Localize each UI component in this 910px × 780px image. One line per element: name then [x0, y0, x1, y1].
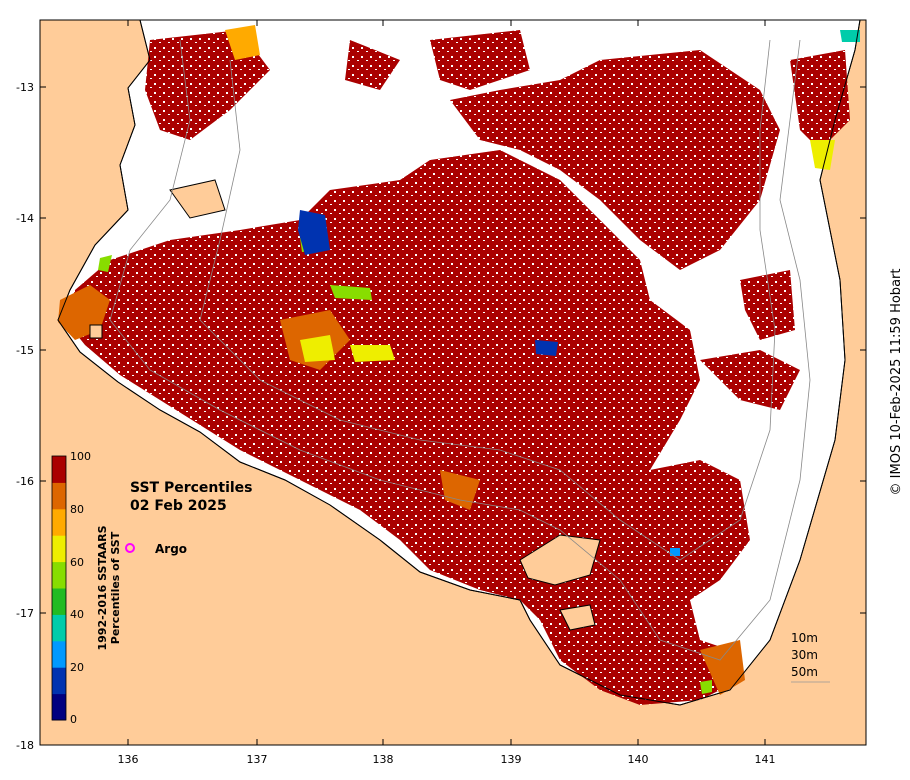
colorbar-swatch	[52, 482, 66, 510]
y-tick-m13: -13	[16, 81, 866, 94]
x-tick-136: 136	[118, 20, 139, 766]
colorbar-tick-80: 80	[70, 503, 84, 516]
x-tick-141: 141	[755, 20, 776, 766]
colorbar-tick-100: 100	[70, 450, 91, 463]
credit-label: © IMOS 10-Feb-2025 11:59 Hobart	[889, 269, 904, 496]
colorbar-swatch	[52, 667, 66, 695]
colorbar-tick-60: 60	[70, 556, 84, 569]
y-tick-m17: -17	[16, 607, 866, 620]
colorbar-swatch	[52, 535, 66, 563]
x-tick-label: 139	[501, 753, 522, 766]
y-tick-m15: -15	[16, 344, 866, 357]
x-tick-139: 139	[501, 20, 522, 766]
x-tick-140: 140	[628, 20, 649, 766]
y-tick-label: -14	[16, 212, 34, 225]
y-tick-m14: -14	[16, 212, 866, 225]
depth-legend: 10m 30m 50m	[791, 631, 830, 683]
colorbar-swatch	[52, 614, 66, 642]
y-tick-label: -18	[16, 739, 34, 752]
y-tick-m18: -18	[16, 739, 46, 752]
x-tick-label: 138	[373, 753, 394, 766]
x-tick-label: 137	[247, 753, 268, 766]
colorbar-tick-40: 40	[70, 608, 84, 621]
colorbar-swatches	[52, 456, 66, 721]
colorbar: 100 80 60 40 20 0 1992-2016 SSTAARS Perc…	[51, 450, 122, 726]
y-axis: -13 -14 -15 -16 -17 -18	[16, 81, 866, 752]
colorbar-label-line2: Percentiles of SST	[109, 531, 122, 644]
land-overlays	[40, 20, 866, 745]
colorbar-swatch	[52, 588, 66, 615]
x-tick-137: 137	[247, 20, 268, 766]
y-tick-label: -16	[16, 475, 34, 488]
colorbar-swatch	[52, 508, 66, 536]
plot-frame	[39, 19, 867, 746]
x-axis: 136 137 138 139 140 141	[118, 20, 776, 766]
colorbar-tick-20: 20	[70, 661, 84, 674]
colorbar-label-line1: 1992-2016 SSTAARS	[96, 525, 109, 650]
colorbar-tick-0: 0	[70, 713, 77, 726]
map-title: SST Percentiles	[130, 480, 253, 496]
x-tick-label: 140	[628, 753, 649, 766]
depth-contours	[109, 39, 811, 661]
depth-label-30m: 30m	[791, 648, 818, 662]
y-tick-label: -13	[16, 81, 34, 94]
x-tick-label: 141	[755, 753, 776, 766]
map-date: 02 Feb 2025	[130, 498, 227, 514]
y-tick-label: -15	[16, 344, 34, 357]
colorbar-swatch	[52, 640, 66, 668]
depth-label-50m: 50m	[791, 665, 818, 679]
x-tick-138: 138	[373, 20, 394, 766]
depth-label-10m: 10m	[791, 631, 818, 645]
y-tick-m16: -16	[16, 475, 866, 488]
y-tick-label: -17	[16, 607, 34, 620]
argo-label: Argo	[155, 542, 187, 556]
argo-marker-icon	[125, 543, 135, 553]
colorbar-swatch	[52, 561, 66, 589]
colorbar-swatch	[52, 456, 66, 483]
x-tick-label: 136	[118, 753, 139, 766]
colorbar-swatch	[52, 693, 66, 721]
